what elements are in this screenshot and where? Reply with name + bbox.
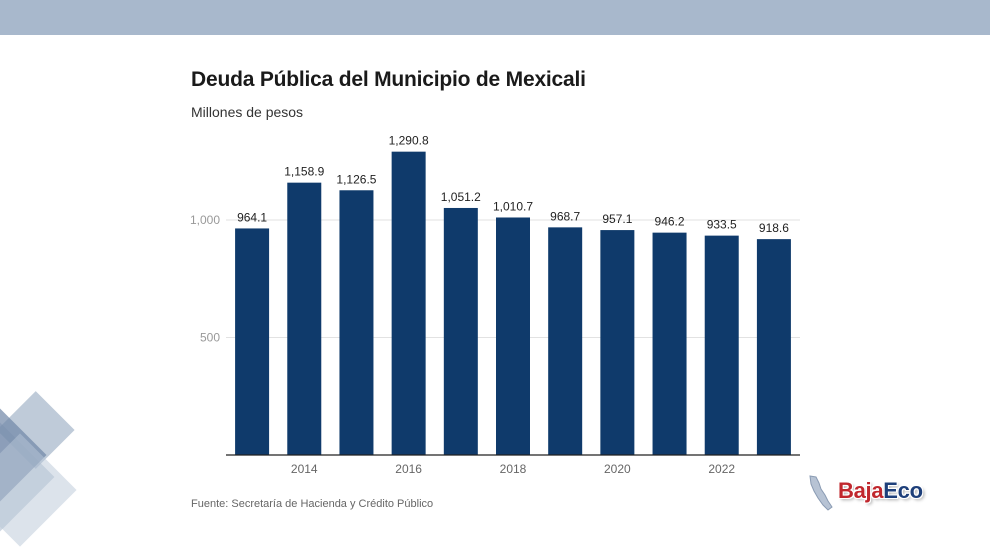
x-tick-label-2016: 2016 bbox=[395, 462, 422, 476]
value-label-2022: 933.5 bbox=[707, 218, 737, 232]
bar-2017 bbox=[443, 207, 478, 455]
bar-2019 bbox=[548, 227, 583, 455]
value-label-2017: 1,051.2 bbox=[441, 190, 481, 204]
value-label-2021: 946.2 bbox=[655, 215, 685, 229]
y-tick-label: 500 bbox=[200, 331, 220, 345]
y-axis-ticks: 500 1,000 bbox=[190, 213, 220, 345]
logo-text-eco: Eco bbox=[883, 478, 923, 503]
x-axis-ticks: 2014 2016 2018 2020 2022 bbox=[291, 462, 735, 476]
value-label-2019: 968.7 bbox=[550, 209, 580, 223]
decorative-diamonds bbox=[0, 391, 77, 547]
logo-text: BajaEco bbox=[838, 478, 923, 504]
source-note: Fuente: Secretaría de Hacienda y Crédito… bbox=[191, 498, 434, 510]
bars bbox=[235, 151, 791, 456]
logo-text-baja: Baja bbox=[838, 478, 884, 503]
bar-2015 bbox=[339, 190, 374, 455]
x-tick-label-2014: 2014 bbox=[291, 462, 318, 476]
chart-subtitle: Millones de pesos bbox=[191, 104, 304, 120]
bar-2022 bbox=[704, 235, 739, 455]
x-tick-label-2022: 2022 bbox=[708, 462, 735, 476]
chart-title: Deuda Pública del Municipio de Mexicali bbox=[191, 68, 586, 91]
bar-2021 bbox=[652, 232, 687, 455]
value-labels: 964.1 1,158.9 1,126.5 1,290.8 1,051.2 1,010.7… bbox=[237, 134, 789, 235]
bar-2014 bbox=[287, 182, 322, 455]
value-label-2013: 964.1 bbox=[237, 210, 267, 224]
x-tick-label-2020: 2020 bbox=[604, 462, 631, 476]
value-label-2018: 1,010.7 bbox=[493, 199, 533, 213]
value-label-2015: 1,126.5 bbox=[336, 172, 376, 186]
y-tick-label: 1,000 bbox=[190, 213, 220, 227]
value-label-2014: 1,158.9 bbox=[284, 165, 324, 179]
value-label-2023: 918.6 bbox=[759, 221, 789, 235]
value-label-2016: 1,290.8 bbox=[389, 134, 429, 148]
bar-2020 bbox=[600, 230, 635, 455]
bar-2016 bbox=[391, 151, 426, 456]
top-band bbox=[0, 0, 990, 35]
baja-california-map-icon bbox=[809, 475, 833, 511]
bar-2018 bbox=[496, 217, 530, 455]
bajaeco-logo: BajaEco bbox=[806, 474, 946, 514]
value-label-2020: 957.1 bbox=[602, 212, 632, 226]
bar-2023 bbox=[756, 239, 791, 455]
x-tick-label-2018: 2018 bbox=[500, 462, 527, 476]
bar-2013 bbox=[235, 228, 270, 455]
